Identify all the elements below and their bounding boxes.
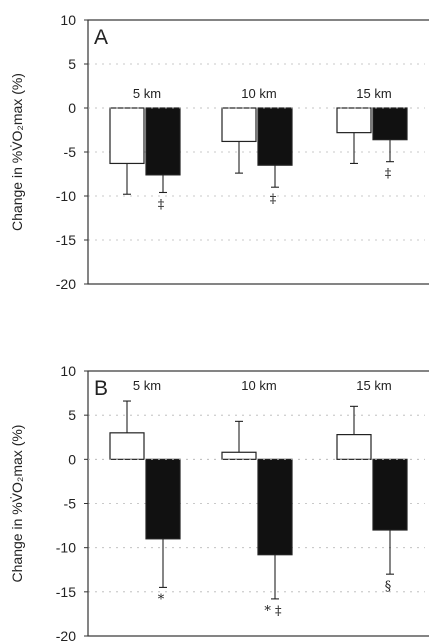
y-tick-label: -5: [64, 144, 77, 160]
category-label: 15 km: [356, 86, 391, 101]
y-axis-label: Change in %V̇O₂max (%): [9, 73, 25, 231]
y-tick-label: -20: [56, 628, 76, 642]
y-tick-label: 5: [68, 407, 76, 423]
y-tick-label: 10: [60, 12, 76, 28]
bar-open: [109, 107, 145, 165]
panel-a: 10 5 0 -5 -10 -15 -20 Change in %V̇O₂max (%) A 5 …: [9, 12, 429, 292]
y-tick-label: 0: [68, 100, 76, 116]
y-tick-label: -15: [56, 232, 76, 248]
bar-filled: [145, 458, 181, 540]
bar-open: [221, 107, 257, 143]
significance-marker: ‡: [158, 197, 165, 212]
y-tick-label: -10: [56, 540, 76, 556]
category-label: 15 km: [356, 378, 391, 393]
y-tick-label: -20: [56, 276, 76, 292]
panel-b: 10 5 0 -5 -10 -15 -20 Change in %V̇O₂max (%) B 5 …: [9, 363, 429, 642]
significance-marker: §: [385, 579, 392, 594]
bar-open: [336, 434, 372, 460]
panel-label: A: [94, 26, 108, 49]
significance-marker: ‡: [385, 167, 392, 182]
significance-marker: ‡: [270, 192, 277, 207]
bar-open: [109, 432, 145, 460]
category-label: 10 km: [241, 378, 276, 393]
bar-filled: [372, 107, 408, 141]
bar-filled: [145, 107, 181, 176]
y-tick-label: 10: [60, 363, 76, 379]
y-tick-label: -15: [56, 584, 76, 600]
y-tick-label: -5: [64, 496, 77, 512]
bar-open: [221, 451, 257, 460]
y-tick-label: 0: [68, 451, 76, 467]
significance-marker: * ‡: [264, 604, 282, 619]
significance-marker: *: [158, 592, 165, 607]
category-label: 10 km: [241, 86, 276, 101]
bar-filled: [257, 458, 293, 556]
y-axis-label: Change in %V̇O₂max (%): [9, 425, 25, 583]
bar-filled: [257, 107, 293, 166]
y-tick-label: 5: [68, 56, 76, 72]
y-tick-label: -10: [56, 188, 76, 204]
bar-filled: [372, 458, 408, 531]
category-label: 5 km: [133, 86, 161, 101]
category-label: 5 km: [133, 378, 161, 393]
panel-label: B: [94, 377, 108, 400]
bar-open: [336, 107, 372, 134]
